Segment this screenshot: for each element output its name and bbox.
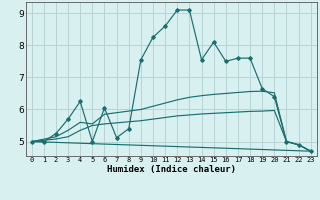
X-axis label: Humidex (Indice chaleur): Humidex (Indice chaleur) bbox=[107, 165, 236, 174]
